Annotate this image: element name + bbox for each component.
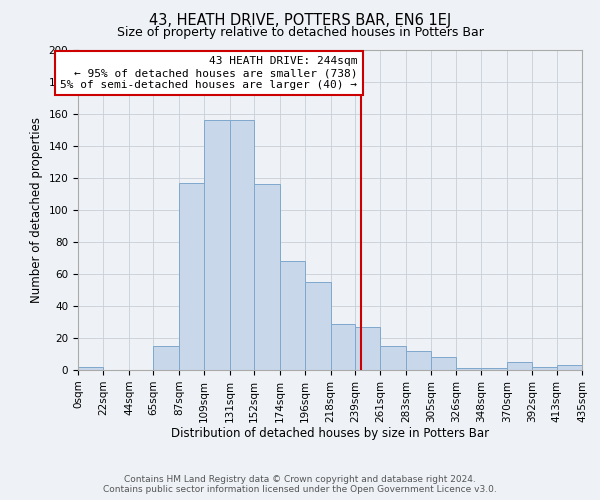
Text: Size of property relative to detached houses in Potters Bar: Size of property relative to detached ho… [116, 26, 484, 39]
Bar [380, 346, 406, 370]
Bar [557, 365, 582, 370]
Bar [230, 120, 254, 370]
Bar [331, 324, 355, 370]
Bar [406, 351, 431, 370]
Text: 43, HEATH DRIVE, POTTERS BAR, EN6 1EJ: 43, HEATH DRIVE, POTTERS BAR, EN6 1EJ [149, 12, 451, 28]
Bar [355, 327, 380, 370]
Bar [280, 261, 305, 370]
Bar [179, 183, 204, 370]
Y-axis label: Number of detached properties: Number of detached properties [30, 117, 43, 303]
Bar [456, 368, 481, 370]
Bar [532, 367, 557, 370]
Text: 43 HEATH DRIVE: 244sqm
← 95% of detached houses are smaller (738)
5% of semi-det: 43 HEATH DRIVE: 244sqm ← 95% of detached… [60, 56, 357, 90]
Bar [506, 362, 532, 370]
Bar [481, 368, 506, 370]
Bar [154, 346, 179, 370]
X-axis label: Distribution of detached houses by size in Potters Bar: Distribution of detached houses by size … [171, 428, 489, 440]
Bar [78, 367, 103, 370]
Bar [254, 184, 280, 370]
Bar [431, 357, 456, 370]
Bar [305, 282, 331, 370]
Text: Contains HM Land Registry data © Crown copyright and database right 2024.
Contai: Contains HM Land Registry data © Crown c… [103, 474, 497, 494]
Bar [204, 120, 230, 370]
